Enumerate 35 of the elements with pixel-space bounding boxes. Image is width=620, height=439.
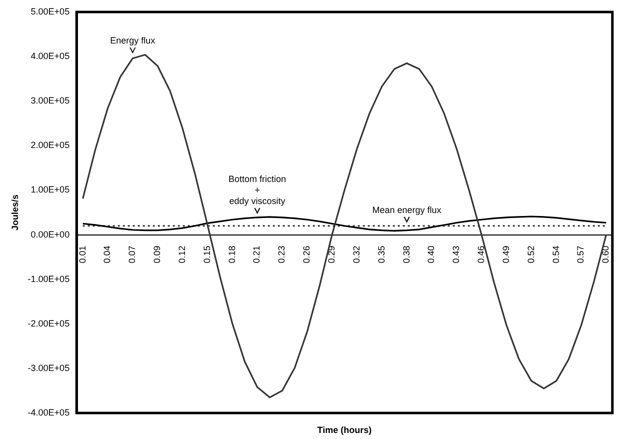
y-axis-title: Joules/s xyxy=(10,194,20,231)
x-tick-label: 0.12 xyxy=(176,246,187,264)
x-tick-label: 0.40 xyxy=(426,246,436,264)
x-tick-label: 0.01 xyxy=(77,246,88,264)
x-tick-label: 0.49 xyxy=(500,246,511,264)
x-tick-label: 0.07 xyxy=(127,246,138,264)
annotation: Energy flux xyxy=(110,36,156,46)
x-tick-label: 0.52 xyxy=(526,246,536,264)
x-tick-label: 0.57 xyxy=(576,246,586,264)
x-tick-label: 0.43 xyxy=(451,246,462,264)
x-tick-label: 0.35 xyxy=(376,246,386,264)
y-tick-label: 1.00E+05 xyxy=(30,184,70,195)
x-tick-label: 0.09 xyxy=(152,246,162,264)
y-tick-label: 2.00E+05 xyxy=(30,140,70,150)
x-tick-label: 0.26 xyxy=(302,246,312,264)
annotation: Bottom friction + eddy viscosity xyxy=(228,174,286,206)
annotation: Mean energy flux xyxy=(372,204,442,215)
x-tick-label: 0.46 xyxy=(476,246,486,264)
x-tick-label: 0.04 xyxy=(102,246,112,264)
y-tick-label: -2.00E+05 xyxy=(28,318,70,328)
y-tick-label: -1.00E+05 xyxy=(28,274,70,284)
y-tick-label: 5.00E+05 xyxy=(30,6,70,16)
y-tick-label: -4.00E+05 xyxy=(28,407,70,418)
x-tick-label: 0.23 xyxy=(276,246,287,264)
y-tick-label: 3.00E+05 xyxy=(30,96,70,106)
x-tick-label: 0.15 xyxy=(202,246,212,264)
y-tick-label: 4.00E+05 xyxy=(30,51,70,62)
x-tick-label: 0.18 xyxy=(226,246,237,264)
x-axis-title: Time (hours) xyxy=(317,424,372,435)
x-tick-label: 0.54 xyxy=(550,246,561,264)
x-tick-label: 0.21 xyxy=(252,246,262,264)
y-tick-label: -3.00E+05 xyxy=(28,362,70,373)
x-tick-label: 0.38 xyxy=(401,246,412,264)
x-tick-label: 0.32 xyxy=(351,246,362,264)
y-tick-label: 0.00E+00 xyxy=(30,229,70,240)
